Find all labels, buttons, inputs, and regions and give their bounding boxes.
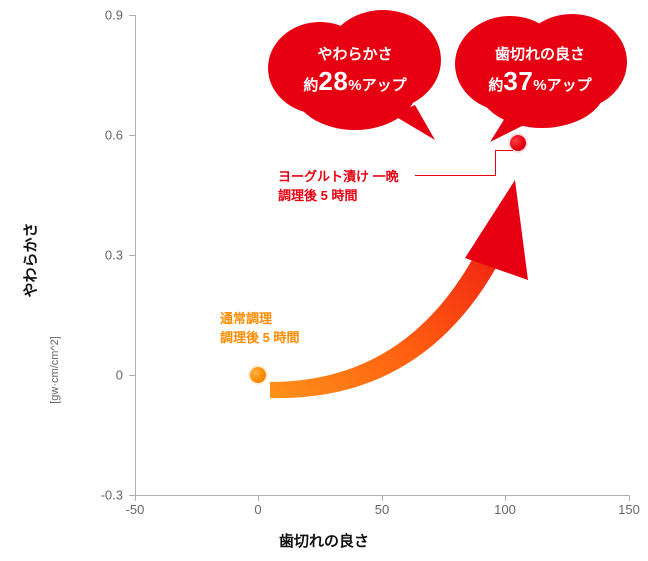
point-normal xyxy=(250,367,266,383)
y-tick-label: 0.9 xyxy=(73,8,123,23)
leader-line xyxy=(495,150,513,151)
point-yogurt-label: ヨーグルト漬け 一晩 調理後 5 時間 xyxy=(278,168,399,206)
point-normal-label-l1: 通常調理 xyxy=(220,311,272,326)
balloon-soft-line2: 約28%アップ xyxy=(303,66,406,97)
point-yogurt-label-l1: ヨーグルト漬け 一晩 xyxy=(278,169,399,184)
balloon-crisp-prefix: 約 xyxy=(488,77,503,94)
balloon-soft-value: 28 xyxy=(318,66,348,96)
balloon-crisp-value: 37 xyxy=(503,66,533,96)
y-axis-unit: [gw·cm/cm^2] xyxy=(49,336,61,404)
y-tick xyxy=(129,15,135,16)
balloon-soft-prefix: 約 xyxy=(303,77,318,94)
x-tick xyxy=(629,495,630,501)
balloon-crispness: 歯切れの良さ 約37%アップ xyxy=(450,10,630,130)
balloon-crisp-line2: 約37%アップ xyxy=(488,66,591,97)
x-tick xyxy=(382,495,383,501)
x-tick xyxy=(258,495,259,501)
x-tick xyxy=(135,495,136,501)
balloon-crisp-line1: 歯切れの良さ xyxy=(495,43,585,64)
point-yogurt-label-l2: 調理後 5 時間 xyxy=(278,188,357,203)
y-tick-label: 0.6 xyxy=(73,128,123,143)
leader-line xyxy=(415,175,495,176)
balloon-soft-suffix: %アップ xyxy=(348,77,406,94)
y-tick xyxy=(129,135,135,136)
y-tick xyxy=(129,375,135,376)
balloon-soft-line1: やわらかさ xyxy=(317,43,392,64)
x-tick-label: -50 xyxy=(126,502,145,517)
balloon-crisp-suffix: %アップ xyxy=(533,77,591,94)
y-tick-label: 0.3 xyxy=(73,248,123,263)
y-axis-line xyxy=(135,15,136,495)
y-tick xyxy=(129,495,135,496)
leader-line xyxy=(495,150,496,176)
y-tick xyxy=(129,255,135,256)
y-tick-label: -0.3 xyxy=(73,488,123,503)
balloon-softness: やわらかさ 約28%アップ xyxy=(265,10,445,130)
point-normal-label-l2: 調理後 5 時間 xyxy=(220,330,299,345)
point-normal-label: 通常調理 調理後 5 時間 xyxy=(220,310,299,348)
x-tick xyxy=(505,495,506,501)
chart-stage: -50 0 50 100 150 -0.3 0 0.3 0.6 0.9 歯切れの… xyxy=(0,0,648,561)
y-tick-label: 0 xyxy=(73,368,123,383)
x-tick-label: 150 xyxy=(618,502,640,517)
x-tick-label: 100 xyxy=(494,502,516,517)
x-tick-label: 50 xyxy=(375,502,389,517)
y-axis-title: やわらかさ xyxy=(20,222,41,297)
x-tick-label: 0 xyxy=(254,502,261,517)
x-axis-title: 歯切れの良さ xyxy=(279,530,369,551)
